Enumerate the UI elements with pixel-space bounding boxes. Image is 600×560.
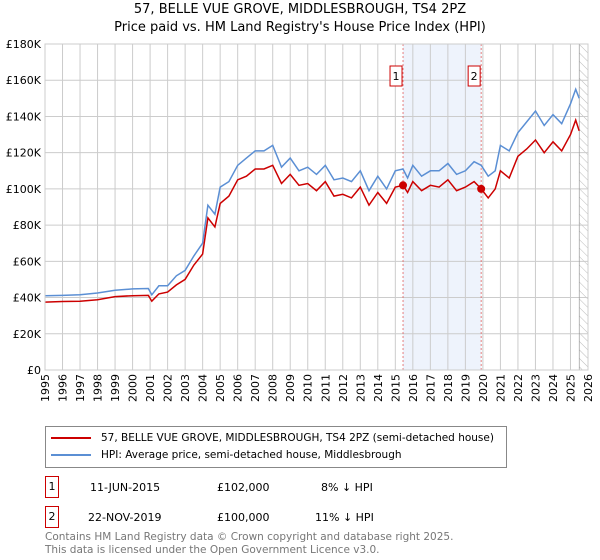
x-tick-label: 2010 <box>302 374 315 402</box>
transaction-row: 2 22-NOV-2019 £100,000 11% ↓ HPI <box>45 506 545 530</box>
x-tick-label: 2011 <box>319 374 332 402</box>
legend-label-property: 57, BELLE VUE GROVE, MIDDLESBROUGH, TS4 … <box>101 432 494 444</box>
x-tick-label: 2022 <box>512 374 525 402</box>
x-tick-label: 2020 <box>477 374 490 402</box>
x-tick-label: 2006 <box>232 374 245 402</box>
y-tick-label: £20K <box>13 328 42 341</box>
sale-badge <box>389 65 403 87</box>
transaction-hpi: 11% ↓ HPI <box>315 511 374 524</box>
x-tick-label: 2015 <box>389 374 402 402</box>
y-tick-label: £40K <box>13 292 42 305</box>
sale-point <box>477 184 486 193</box>
transaction-hpi: 8% ↓ HPI <box>321 481 373 494</box>
transaction-price: £100,000 <box>217 511 270 524</box>
chart-subtitle: Price paid vs. HM Land Registry's House … <box>114 20 486 35</box>
x-tick-label: 2007 <box>249 374 262 402</box>
x-tick-label: 2017 <box>424 374 437 402</box>
x-tick-label: 2001 <box>144 374 157 402</box>
legend-swatch-red <box>51 437 91 439</box>
price-chart: 1995 1996 1997 1998 1999 2000 2001 2002 2003 2004… <box>6 38 595 402</box>
x-tick-label: 1997 <box>74 374 87 402</box>
x-tick-label: 2009 <box>284 374 297 402</box>
shaded-region <box>403 44 482 370</box>
legend-item-hpi: HPI: Average price, semi-detached house,… <box>51 447 402 463</box>
y-tick-label: £80K <box>13 219 42 232</box>
x-tick-label: 2019 <box>459 374 472 402</box>
transaction-row: 1 11-JUN-2015 £102,000 8% ↓ HPI <box>45 476 545 500</box>
x-tick-label: 2003 <box>179 374 192 402</box>
transaction-badge: 1 <box>45 476 59 498</box>
x-tick-label: 2014 <box>372 374 385 402</box>
transaction-badge: 2 <box>45 506 59 528</box>
x-tick-label: 2013 <box>354 374 367 402</box>
chart-title: 57, BELLE VUE GROVE, MIDDLESBROUGH, TS4 … <box>133 2 467 17</box>
x-tick-label: 2000 <box>127 374 140 402</box>
transaction-date: 22-NOV-2019 <box>88 511 162 524</box>
plot-frame <box>44 43 589 371</box>
x-tick-label: 2024 <box>547 374 560 402</box>
x-tick-label: 2018 <box>442 374 455 402</box>
x-tick-label: 2002 <box>162 374 175 402</box>
y-tick-label: £180K <box>6 38 42 51</box>
property-price-line <box>44 117 580 303</box>
sale-point <box>399 181 408 190</box>
transaction-date: 11-JUN-2015 <box>90 481 161 494</box>
sale-badge-label: 1 <box>393 70 400 83</box>
x-tick-label: 2025 <box>564 374 577 402</box>
y-tick-label: £100K <box>6 183 42 196</box>
x-tick-label: 2016 <box>407 374 420 402</box>
legend-label-hpi: HPI: Average price, semi-detached house,… <box>101 449 402 461</box>
sale-badge <box>467 65 481 87</box>
footer-line-2: This data is licensed under the Open Gov… <box>45 544 380 556</box>
y-tick-label: £60K <box>13 255 42 268</box>
x-tick-label: 1998 <box>92 374 105 402</box>
x-tick-label: 1999 <box>109 374 122 402</box>
y-tick-label: £0 <box>27 364 41 377</box>
x-tick-label: 2004 <box>197 374 210 402</box>
footer-text: Contains HM Land Registry data © Crown c… <box>45 531 453 557</box>
x-tick-label: 2021 <box>494 374 507 402</box>
legend-item-property: 57, BELLE VUE GROVE, MIDDLESBROUGH, TS4 … <box>51 430 494 446</box>
forecast-hatch <box>579 44 588 370</box>
hpi-line <box>44 87 580 297</box>
x-tick-label: 2008 <box>267 374 280 402</box>
x-tick-label: 2026 <box>582 374 595 402</box>
y-tick-label: £160K <box>6 74 42 87</box>
legend: 57, BELLE VUE GROVE, MIDDLESBROUGH, TS4 … <box>45 426 507 468</box>
x-tick-label: 2005 <box>214 374 227 402</box>
x-tick-label: 1995 <box>39 374 52 402</box>
y-tick-label: £120K <box>6 147 42 160</box>
x-tick-label: 1996 <box>57 374 70 402</box>
x-tick-label: 2023 <box>529 374 542 402</box>
x-tick-label: 2012 <box>337 374 350 402</box>
sale-badge-label: 2 <box>471 70 478 83</box>
legend-swatch-blue <box>51 454 91 456</box>
footer-line-1: Contains HM Land Registry data © Crown c… <box>45 531 454 543</box>
transaction-price: £102,000 <box>217 481 270 494</box>
y-tick-label: £140K <box>6 110 42 123</box>
